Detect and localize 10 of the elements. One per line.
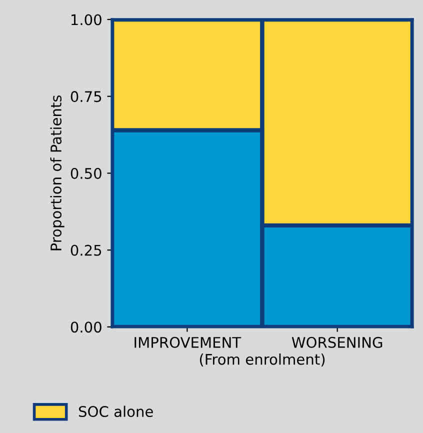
x-tick-label: IMPROVEMENT	[134, 336, 242, 348]
y-tick-label: 0.50	[70, 168, 102, 179]
x-axis-title: (From enrolment)	[200, 354, 325, 367]
y-tick-label: 0.25	[70, 244, 102, 256]
legend-label: SOC alone	[78, 406, 153, 418]
x-tick-label: WORSENING	[292, 336, 382, 348]
y-tick-label: 1.00	[72, 14, 102, 26]
y-axis-title: Proportion of Patients	[50, 95, 64, 250]
y-tick-label: 0.00	[70, 322, 102, 333]
y-tick-label: 0.75	[70, 91, 102, 102]
